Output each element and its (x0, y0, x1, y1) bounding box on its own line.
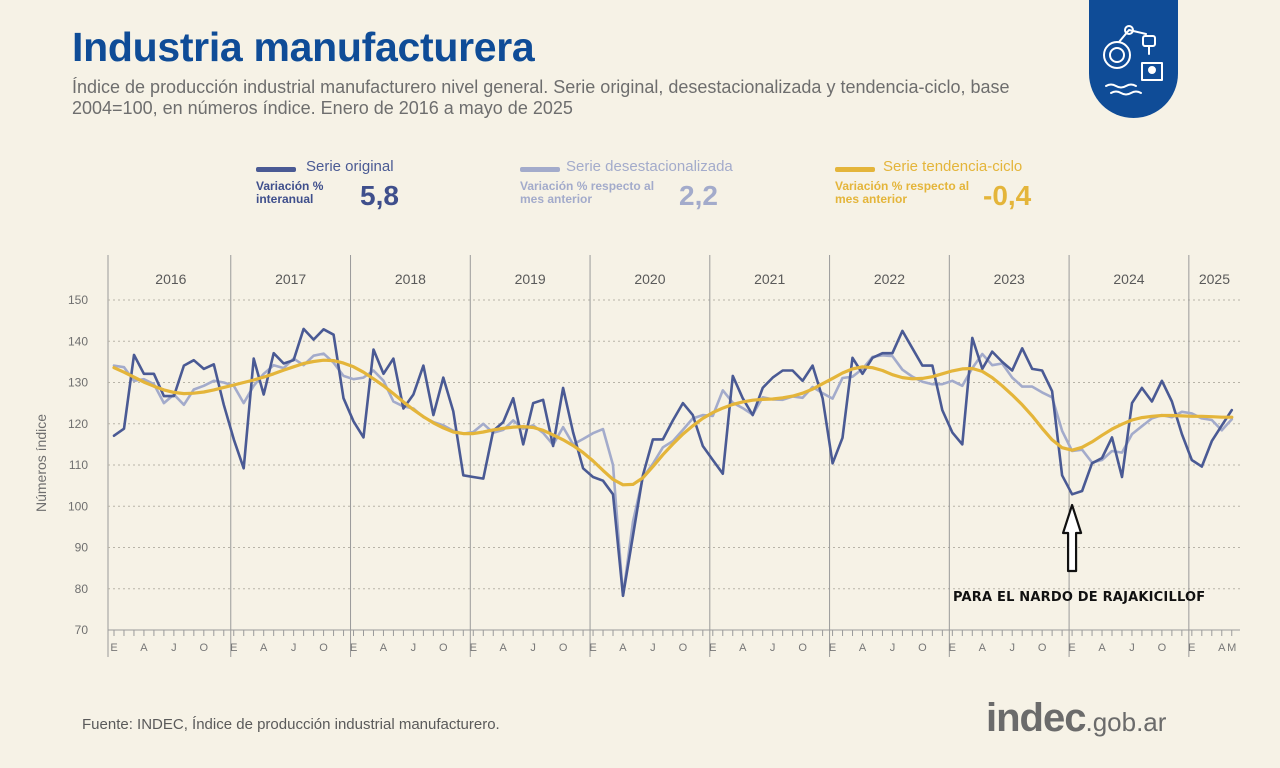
legend-value-desest: 2,2 (679, 180, 718, 211)
year-label: 2023 (994, 271, 1025, 287)
x-tick-label: A (1098, 642, 1106, 654)
x-tick-label: A (140, 642, 148, 654)
annotation-text: PARA EL NARDO DE RAJAKICILLOF (953, 590, 1206, 605)
year-label: 2019 (515, 271, 546, 287)
legend-sublabel-original: Variación % interanual (256, 179, 324, 206)
x-tick-label: E (1188, 642, 1195, 654)
x-tick-label: A (260, 642, 268, 654)
y-tick-label: 150 (68, 293, 88, 307)
industry-badge (1089, 0, 1178, 118)
x-tick-label: E (470, 642, 477, 654)
y-tick-label: 70 (75, 623, 89, 637)
x-tick-label: E (110, 642, 117, 654)
x-tick-label: J (411, 642, 417, 654)
x-tick-label: A (500, 642, 508, 654)
x-tick-label: J (530, 642, 536, 654)
legend-line-desest (520, 167, 560, 172)
year-label: 2017 (275, 271, 306, 287)
x-tick-label: O (679, 642, 688, 654)
x-tick-label: O (918, 642, 927, 654)
x-tick-label: J (770, 642, 776, 654)
legend-label-tendencia: Serie tendencia-ciclo (883, 158, 1023, 175)
logo-main: indec (986, 696, 1086, 740)
source-note: Fuente: INDEC, Índice de producción indu… (82, 716, 500, 733)
series-line-tendencia (112, 358, 1234, 487)
page-title: Industria manufacturera (72, 24, 535, 70)
legend-value-original: 5,8 (360, 180, 399, 211)
x-tick-label: A (979, 642, 987, 654)
x-tick-label: J (291, 642, 297, 654)
legend-label-desest: Serie desestacionalizada (566, 158, 733, 175)
x-tick-label: E (829, 642, 836, 654)
legend-label-original: Serie original (306, 158, 394, 175)
year-label: 2021 (754, 271, 785, 287)
x-tick-label: O (1038, 642, 1047, 654)
y-tick-label: 130 (68, 376, 88, 390)
x-tick-label: J (890, 642, 896, 654)
x-tick-label: E (949, 642, 956, 654)
robot-arm-icon (1103, 25, 1163, 96)
y-tick-label: 110 (69, 458, 88, 472)
legend-value-tendencia: -0,4 (983, 180, 1032, 211)
x-tick-label: O (559, 642, 568, 654)
y-tick-label: 100 (68, 499, 88, 513)
y-tick-label: 140 (68, 334, 88, 348)
x-tick-label: A (1218, 642, 1226, 654)
x-tick-label: J (1009, 642, 1015, 654)
x-tick-label: E (350, 642, 357, 654)
year-label: 2018 (395, 271, 426, 287)
x-tick-label: J (650, 642, 656, 654)
series-line-original (112, 327, 1234, 598)
year-label: 2024 (1113, 271, 1144, 287)
year-label: 2022 (874, 271, 905, 287)
x-tick-label: E (589, 642, 596, 654)
year-label: 2020 (634, 271, 665, 287)
x-tick-label: O (200, 642, 209, 654)
legend-sublabel-desest: Variación % respecto al mes anterior (520, 179, 655, 206)
series-line-desest (112, 352, 1234, 598)
logo-domain: .gob.ar (1085, 707, 1167, 737)
x-tick-label: A (619, 642, 627, 654)
legend-line-original (256, 167, 296, 172)
x-tick-label: A (739, 642, 747, 654)
x-tick-label: A (380, 642, 388, 654)
y-axis-title: Números índice (33, 414, 49, 512)
year-label: 2016 (155, 271, 186, 287)
x-tick-label: M (1227, 642, 1236, 654)
y-tick-label: 90 (75, 541, 89, 555)
page-subtitle: Índice de producción industrial manufact… (72, 77, 1010, 118)
y-tick-label: 80 (75, 582, 89, 596)
x-tick-label: A (859, 642, 867, 654)
x-tick-label: J (171, 642, 177, 654)
x-tick-label: E (709, 642, 716, 654)
x-tick-label: O (319, 642, 328, 654)
legend-line-tendencia (835, 167, 875, 172)
y-tick-label: 120 (68, 417, 88, 431)
x-tick-label: J (1129, 642, 1135, 654)
up-arrow-icon (1061, 503, 1083, 573)
x-tick-label: E (230, 642, 237, 654)
legend-sublabel-tendencia: Variación % respecto al mes anterior (835, 179, 970, 206)
x-tick-label: E (1068, 642, 1075, 654)
year-label: 2025 (1199, 271, 1230, 287)
indec-logo: indec.gob.ar (986, 696, 1166, 741)
x-tick-label: O (1158, 642, 1167, 654)
x-tick-label: O (439, 642, 448, 654)
x-tick-label: O (798, 642, 807, 654)
